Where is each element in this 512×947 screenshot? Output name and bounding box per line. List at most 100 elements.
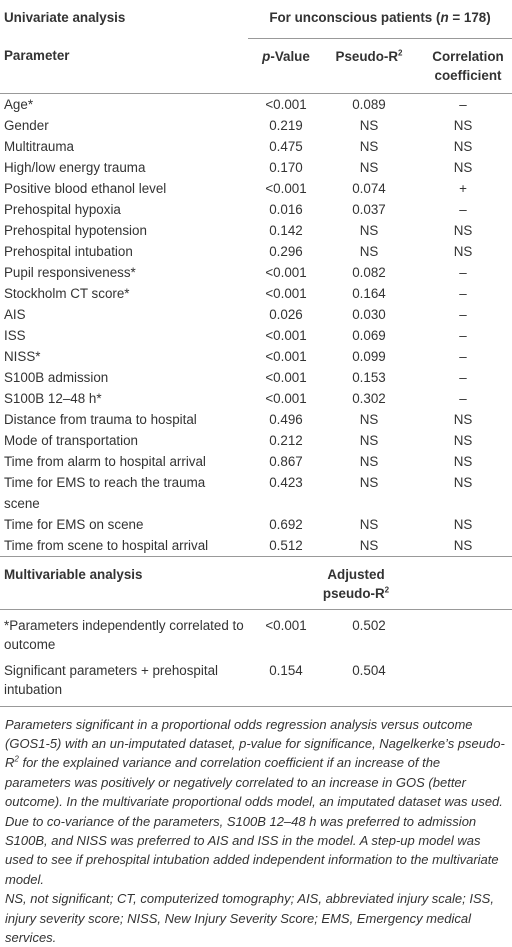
- row-label: NISS*: [0, 346, 248, 367]
- cell: NS: [414, 535, 512, 557]
- cell: <0.001: [248, 283, 324, 304]
- cell: 0.154: [248, 655, 324, 706]
- cell: 0.475: [248, 136, 324, 157]
- column-header: Parameter: [0, 38, 248, 93]
- text: Adjusted pseudo-R: [323, 567, 385, 602]
- cell: 0.030: [324, 304, 414, 325]
- cell: 0.099: [324, 346, 414, 367]
- text: 2: [398, 48, 402, 57]
- cell: NS: [324, 514, 414, 535]
- column-header: Adjusted pseudo-R2: [248, 556, 414, 609]
- cell: <0.001: [248, 178, 324, 199]
- row-label: Stockholm CT score*: [0, 283, 248, 304]
- row-label: S100B 12–48 h*: [0, 388, 248, 409]
- cell: NS: [414, 136, 512, 157]
- cell: NS: [414, 241, 512, 262]
- group-header: For unconscious patients (n = 178): [248, 0, 512, 38]
- cell: [414, 556, 512, 609]
- cell: NS: [324, 472, 414, 514]
- cell: 0.296: [248, 241, 324, 262]
- row-label: Pupil responsiveness*: [0, 262, 248, 283]
- page: Univariate analysis For unconscious pati…: [0, 0, 512, 877]
- cell: 0.423: [248, 472, 324, 514]
- cell: 0.153: [324, 367, 414, 388]
- cell: 0.219: [248, 115, 324, 136]
- table-row: *Parameters independently correlated to …: [0, 609, 512, 655]
- footnotes: Parameters significant in a proportional…: [0, 706, 512, 947]
- cell: 0.692: [248, 514, 324, 535]
- row-label: S100B admission: [0, 367, 248, 388]
- cell: <0.001: [248, 93, 324, 115]
- cell: NS: [414, 115, 512, 136]
- results-table: Univariate analysis For unconscious pati…: [0, 0, 512, 706]
- cell: NS: [324, 241, 414, 262]
- row-label: Distance from trauma to hospital: [0, 409, 248, 430]
- row-label: Prehospital intubation: [0, 241, 248, 262]
- cell: NS: [414, 430, 512, 451]
- cell: –: [414, 199, 512, 220]
- cell: 0.164: [324, 283, 414, 304]
- cell: NS: [414, 220, 512, 241]
- cell: –: [414, 367, 512, 388]
- cell: –: [414, 93, 512, 115]
- row-label: Time for EMS on scene: [0, 514, 248, 535]
- cell: 0.142: [248, 220, 324, 241]
- section-title: Univariate analysis: [0, 0, 248, 38]
- cell: 0.212: [248, 430, 324, 451]
- text: for the explained variance and correlati…: [5, 755, 503, 886]
- cell: 0.496: [248, 409, 324, 430]
- cell: <0.001: [248, 609, 324, 655]
- cell: 0.037: [324, 199, 414, 220]
- cell: NS: [324, 220, 414, 241]
- cell: 0.089: [324, 93, 414, 115]
- row-label: Time for EMS to reach the trauma scene: [0, 472, 248, 514]
- cell: –: [414, 346, 512, 367]
- row-label: Prehospital hypotension: [0, 220, 248, 241]
- cell: NS: [414, 472, 512, 514]
- row-label: Time from scene to hospital arrival: [0, 535, 248, 557]
- cell: [414, 655, 512, 706]
- cell: NS: [414, 409, 512, 430]
- cell: NS: [324, 157, 414, 178]
- cell: <0.001: [248, 262, 324, 283]
- cell: 0.074: [324, 178, 414, 199]
- row-label: High/low energy trauma: [0, 157, 248, 178]
- text: n: [440, 10, 448, 25]
- cell: 0.069: [324, 325, 414, 346]
- text: NS, not significant; CT, computerized to…: [5, 891, 494, 945]
- cell: NS: [414, 451, 512, 472]
- row-label: Mode of transportation: [0, 430, 248, 451]
- row-label: Time from alarm to hospital arrival: [0, 451, 248, 472]
- text: = 178): [449, 10, 491, 25]
- table-row: Significant parameters + prehospital int…: [0, 655, 512, 706]
- cell: –: [414, 262, 512, 283]
- cell: NS: [324, 535, 414, 557]
- cell: 0.302: [324, 388, 414, 409]
- cell: 0.867: [248, 451, 324, 472]
- cell: NS: [324, 115, 414, 136]
- cell: 0.170: [248, 157, 324, 178]
- column-header: Pseudo-R2: [324, 38, 414, 93]
- column-header: Correlation coefficient: [414, 38, 512, 93]
- cell: <0.001: [248, 325, 324, 346]
- row-label: Significant parameters + prehospital int…: [0, 655, 248, 706]
- cell: [414, 609, 512, 655]
- cell: NS: [414, 514, 512, 535]
- cell: –: [414, 283, 512, 304]
- text: 2: [385, 586, 389, 595]
- row-label: Age*: [0, 93, 248, 115]
- text: For unconscious patients (: [269, 10, 440, 25]
